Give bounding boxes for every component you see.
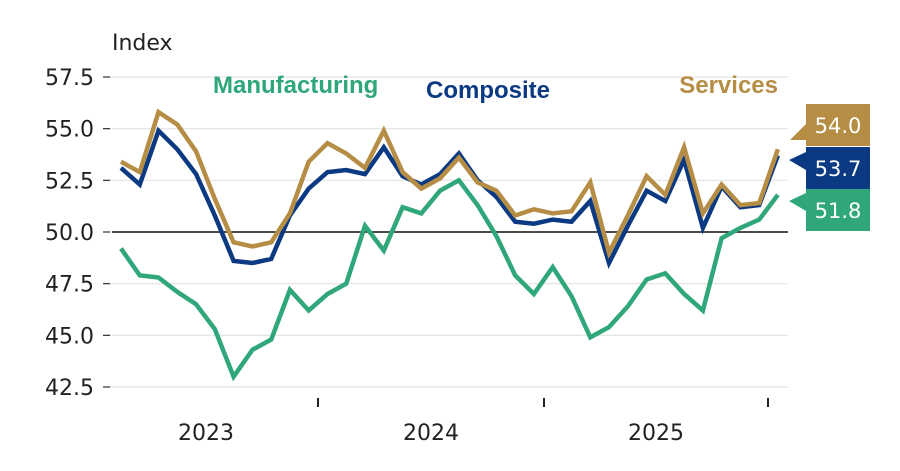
- end-label-services: 54.0: [790, 104, 870, 146]
- y-tick-label: 57.5: [45, 66, 94, 91]
- x-axis: 2023 2024 2025: [178, 398, 769, 446]
- series-label-manufacturing: Manufacturing: [213, 72, 378, 99]
- series-labels: Manufacturing Composite Services: [213, 72, 778, 104]
- x-tick-label: 2024: [403, 421, 459, 446]
- y-tick-label: 42.5: [45, 376, 94, 401]
- y-tick-label: 50.0: [45, 221, 94, 246]
- y-tick-label: 52.5: [45, 169, 94, 194]
- y-tick-label: 55.0: [45, 118, 94, 143]
- end-label-manufacturing: 51.8: [789, 189, 870, 231]
- end-label-box: [806, 147, 870, 189]
- end-label-value: 54.0: [815, 114, 862, 138]
- end-label-value: 53.7: [815, 157, 862, 181]
- x-tick-label: 2025: [628, 421, 684, 446]
- series-label-composite: Composite: [426, 77, 550, 104]
- series-line-services: [119, 108, 781, 259]
- series-lines: [119, 108, 781, 382]
- y-tick-label: 45.0: [45, 324, 94, 349]
- end-label-value: 51.8: [815, 199, 862, 223]
- series-label-services: Services: [679, 72, 778, 99]
- end-label-pointer: [789, 152, 806, 170]
- y-axis: 57.5 55.0 52.5 50.0 47.5 45.0 42.5: [45, 66, 110, 401]
- x-tick-label: 2023: [178, 421, 234, 446]
- end-label-pointer: [789, 193, 806, 211]
- series-line-composite: [119, 126, 781, 270]
- y-tick-label: 47.5: [45, 273, 94, 298]
- end-label-box: [806, 104, 870, 146]
- end-label-pointer: [790, 124, 806, 140]
- gridlines: [104, 76, 788, 388]
- end-label-box: [806, 189, 870, 231]
- end-label-composite: 53.7: [789, 147, 870, 189]
- series-line-manufacturing: [119, 177, 780, 382]
- y-axis-label: Index: [112, 31, 173, 56]
- end-value-labels: 54.0 53.7 51.8: [789, 104, 870, 231]
